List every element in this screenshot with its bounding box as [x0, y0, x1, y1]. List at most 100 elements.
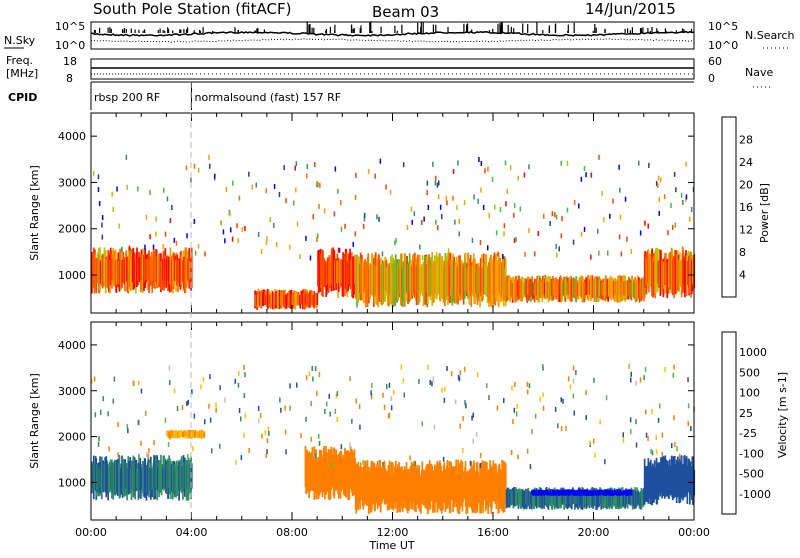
heatmap-cell — [390, 396, 393, 402]
heatmap-cell — [318, 433, 320, 439]
heatmap-cell — [505, 201, 507, 207]
heatmap-cell — [318, 372, 321, 378]
heatmap-cell — [590, 172, 593, 178]
heatmap-cell — [657, 417, 660, 423]
heatmap-cell — [169, 380, 171, 385]
nsearch-label: N.Search — [745, 29, 795, 42]
heatmap-cell — [107, 411, 109, 417]
colorbar-frame — [721, 116, 737, 298]
heatmap-cell — [512, 419, 514, 424]
heatmap-cell — [319, 182, 321, 188]
heatmap-cell — [137, 186, 139, 192]
heatmap-cell — [452, 169, 455, 174]
heatmap-cell — [593, 377, 595, 383]
heatmap-cell — [285, 449, 287, 455]
heatmap-cell — [153, 440, 155, 446]
heatmap-cell — [145, 410, 147, 416]
heatmap-cell — [622, 437, 625, 443]
heatmap-cell — [644, 220, 646, 226]
heatmap-cell — [478, 157, 480, 162]
heatmap-cell — [261, 433, 263, 439]
heatmap-cell — [496, 405, 499, 411]
heatmap-cell — [248, 171, 250, 177]
heatmap-cell — [259, 413, 262, 419]
heatmap-cell — [603, 217, 605, 223]
heatmap-cell — [667, 230, 669, 236]
heatmap-cell — [503, 398, 505, 403]
heatmap-cell — [480, 161, 483, 166]
heatmap-cell — [658, 197, 660, 203]
colorbar-tick-label: 500 — [739, 366, 760, 379]
nsearch-trace — [90, 38, 695, 43]
heatmap-cell — [672, 372, 674, 378]
heatmap-cell — [169, 218, 172, 224]
y-tick-label: 2000 — [58, 431, 86, 444]
heatmap-cell — [513, 237, 516, 243]
heatmap-cell — [673, 415, 675, 421]
heatmap-cell — [111, 191, 113, 197]
heatmap-cell — [566, 160, 569, 166]
heatmap-cell — [443, 397, 446, 403]
heatmap-cell — [308, 371, 311, 377]
heatmap-cell — [411, 219, 413, 225]
heatmap-cell — [471, 237, 474, 243]
heatmap-cell — [317, 233, 319, 239]
heatmap-cell — [554, 212, 556, 218]
x-tick-label: 20:00 — [578, 526, 610, 539]
heatmap-cell — [504, 160, 507, 166]
heatmap-cell — [93, 376, 96, 382]
heatmap-cell — [609, 213, 611, 219]
heatmap-cell — [419, 244, 421, 250]
power-x-ticks — [90, 113, 695, 313]
heatmap-cell — [156, 455, 158, 461]
heatmap-cell — [687, 403, 690, 409]
colorbar-tick-label: 16 — [739, 201, 753, 214]
heatmap-cell — [97, 441, 100, 447]
heatmap-cell — [137, 419, 140, 425]
heatmap-cell — [648, 162, 650, 168]
heatmap-cell — [400, 364, 403, 370]
cpid-panel: CPID rbsp 200 RF normalsound (fast) 157 R… — [8, 81, 694, 110]
heatmap-cell — [395, 238, 397, 244]
heatmap-cell — [362, 460, 364, 466]
heatmap-cell — [186, 233, 188, 239]
heatmap-cell — [406, 224, 409, 230]
heatmap-cell — [513, 203, 516, 208]
heatmap-cell — [310, 401, 312, 407]
heatmap-cell — [585, 415, 587, 421]
heatmap-cell — [402, 378, 405, 384]
heatmap-cell — [539, 396, 541, 402]
y-tick-label: 2000 — [58, 223, 86, 236]
heatmap-cell — [601, 190, 603, 196]
heatmap-cell — [659, 403, 661, 409]
heatmap-cell — [555, 214, 558, 220]
heatmap-cell — [155, 231, 157, 237]
nave-tick-bottom: 0 — [708, 72, 715, 85]
heatmap-cell — [479, 463, 482, 468]
heatmap-cell — [580, 231, 583, 237]
heatmap-cell — [560, 426, 563, 432]
heatmap-cell — [390, 405, 393, 411]
heatmap-cell — [542, 405, 545, 411]
heatmap-cell — [91, 378, 93, 384]
heatmap-cell — [671, 253, 673, 259]
heatmap-cell — [265, 239, 268, 245]
heatmap-cell — [337, 247, 340, 253]
heatmap-cell — [193, 413, 196, 419]
heatmap-cell — [479, 240, 482, 245]
heatmap-cell — [628, 363, 631, 369]
x-tick-label: 00:00 — [678, 526, 710, 539]
heatmap-cell — [112, 206, 114, 212]
heatmap-cell — [517, 454, 519, 460]
heatmap-cell — [432, 161, 434, 167]
heatmap-cell — [138, 458, 140, 463]
heatmap-cell — [469, 460, 472, 466]
velocity-y-ticks: 1000 2000 3000 4000 — [58, 339, 694, 489]
heatmap-cell — [376, 214, 378, 220]
heatmap-cell — [526, 448, 529, 454]
heatmap-cell — [235, 459, 237, 465]
heatmap-cell — [463, 200, 466, 206]
heatmap-cell — [208, 154, 210, 160]
heatmap-cell — [148, 462, 151, 468]
